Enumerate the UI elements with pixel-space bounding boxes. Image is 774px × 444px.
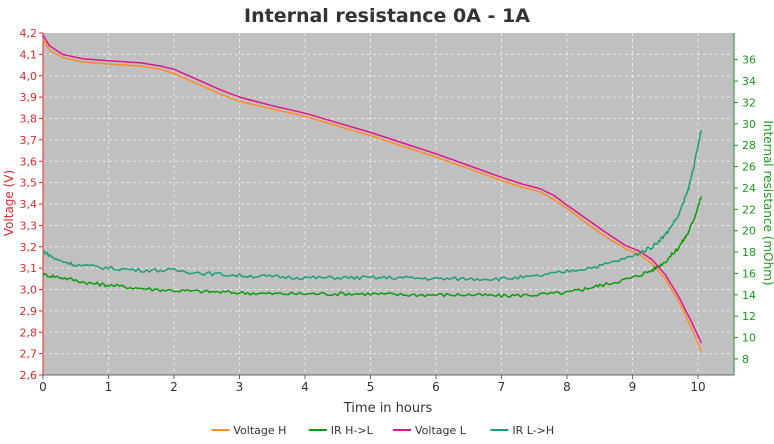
x-tick-label: 5	[367, 380, 375, 394]
y-right-tick-label: 20	[742, 225, 756, 238]
y-right-tick-label: 36	[742, 54, 756, 67]
y-right-tick-label: 24	[742, 182, 756, 195]
x-tick-label: 6	[432, 380, 440, 394]
y-left-tick-label: 2,6	[20, 369, 38, 382]
y-right-tick-label: 16	[742, 267, 756, 280]
y-right-tick-label: 28	[742, 139, 756, 152]
x-tick-label: 0	[39, 380, 47, 394]
y-left-tick-label: 3,3	[20, 219, 38, 232]
legend: Voltage H IR H->L Voltage L IR L->H	[211, 424, 554, 437]
legend-label: Voltage H	[233, 424, 286, 437]
x-tick-label: 10	[690, 380, 705, 394]
x-tick-label: 1	[105, 380, 113, 394]
x-axis-label: Time in hours	[343, 401, 433, 416]
y-right-tick-label: 14	[742, 289, 756, 302]
y-right-tick-label: 34	[742, 75, 756, 88]
y-right-tick-label: 26	[742, 161, 756, 174]
series-line-ir-h-l	[42, 196, 703, 299]
x-tick-label: 8	[563, 380, 571, 394]
y-left-tick-label: 3,9	[20, 91, 38, 104]
y-left-tick-label: 3,4	[20, 198, 38, 211]
y-left-tick-label: 2,8	[20, 326, 38, 339]
y-right-tick-label: 32	[742, 96, 756, 109]
y-left-tick-label: 3,1	[20, 262, 38, 275]
y-left-tick-label: 2,9	[20, 305, 38, 318]
y-left-tick-label: 4,0	[20, 70, 38, 83]
y-right-tick-label: 30	[742, 118, 756, 131]
y-left-tick-label: 3,7	[20, 134, 38, 147]
y-left-tick-label: 4,1	[20, 48, 38, 61]
legend-label: IR H->L	[331, 424, 374, 437]
y-left-axis-label: Voltage (V)	[2, 170, 16, 236]
y-left-tick-label: 3,8	[20, 113, 38, 126]
y-right-tick-label: 18	[742, 246, 756, 259]
y-left-tick-label: 3,0	[20, 284, 38, 297]
y-left-tick-label: 3,2	[20, 241, 38, 254]
series-lines	[42, 34, 703, 352]
ticks: 0 1 2 3 4 5 6 7 8 9 102,62,72,82,93,03,13,23,33,43…	[20, 27, 757, 394]
y-right-axis-label: Internal resistance (mOhm)	[761, 120, 774, 285]
legend-label: IR L->H	[512, 424, 554, 437]
x-tick-label: 9	[629, 380, 637, 394]
y-left-tick-label: 3,6	[20, 155, 38, 168]
y-left-tick-label: 4,2	[20, 27, 38, 40]
y-right-tick-label: 12	[742, 310, 756, 323]
x-tick-label: 4	[301, 380, 309, 394]
x-tick-label: 2	[170, 380, 178, 394]
x-tick-label: 7	[498, 380, 506, 394]
y-right-tick-label: 10	[742, 332, 756, 345]
y-right-tick-label: 22	[742, 203, 756, 216]
y-right-tick-label: 8	[742, 353, 749, 366]
y-left-tick-label: 3,5	[20, 177, 38, 190]
series-line-ir-l-h	[42, 130, 703, 282]
series-line-voltage-l	[42, 34, 702, 344]
series-line-voltage-h	[42, 39, 702, 352]
legend-label: Voltage L	[415, 424, 467, 437]
chart-title: Internal resistance 0A - 1A	[244, 5, 530, 27]
x-tick-label: 3	[236, 380, 244, 394]
y-left-tick-label: 2,7	[20, 348, 38, 361]
